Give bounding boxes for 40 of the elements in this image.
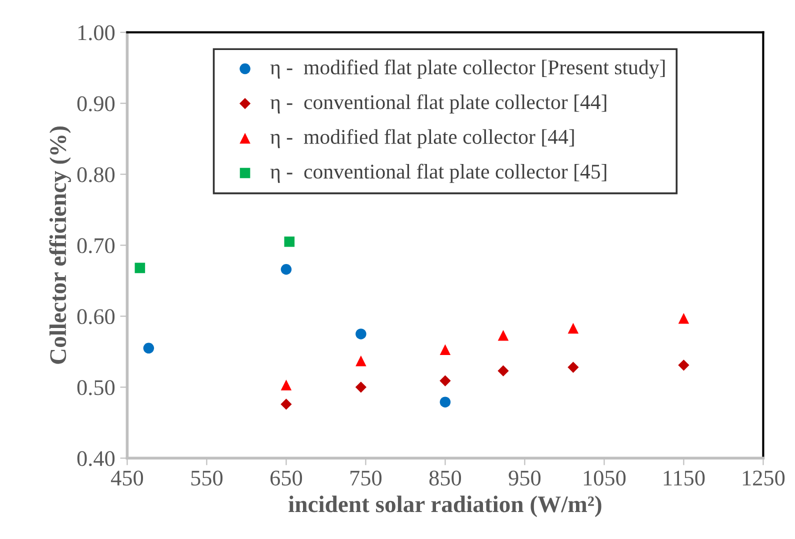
point [498,330,509,341]
point [355,382,366,393]
y-tick-label: 0.50 [77,380,115,396]
legend-label: η - conventional flat plate collector [44] [270,94,606,114]
y-axis-title: Collector efficiency (%) [49,126,71,364]
point [280,264,292,275]
point [440,396,451,408]
point [356,328,366,340]
point [440,344,451,355]
y-tick-label: 1.00 [78,25,115,40]
legend-label: η - modified flat plate collector [Present study] [270,60,665,79]
x-tick-label: 1250 [742,470,785,486]
x-tick-label: 750 [350,470,382,486]
x-axis-title: incident solar radiation (W/m²) [288,496,602,518]
y-tick-label: 0.60 [77,309,115,324]
legend-label: η - conventional flat plate collector [45] [270,164,606,183]
x-tick-label: 1150 [664,470,705,486]
x-tick-label: 850 [429,470,462,486]
y-tick-label: 0.80 [77,167,115,182]
point [280,398,292,410]
point [284,236,295,247]
point [134,262,146,274]
x-tick-label: 450 [110,470,144,486]
x-tick-label: 950 [508,470,541,486]
y-tick-label: 0.90 [77,96,115,112]
x-tick-label: 1050 [584,470,626,486]
point [440,375,451,386]
point [280,380,292,390]
point [356,356,366,366]
point [143,342,154,354]
point [498,365,509,376]
point [568,362,579,373]
point [568,322,579,334]
x-tick-label: 650 [270,470,302,486]
point [678,312,690,324]
legend-label: η - modified flat plate collector [44] [270,129,574,148]
x-tick-label: 550 [191,470,223,486]
y-tick-label: 0.40 [77,451,115,466]
point [678,360,690,371]
y-tick-label: 0.70 [77,238,115,254]
